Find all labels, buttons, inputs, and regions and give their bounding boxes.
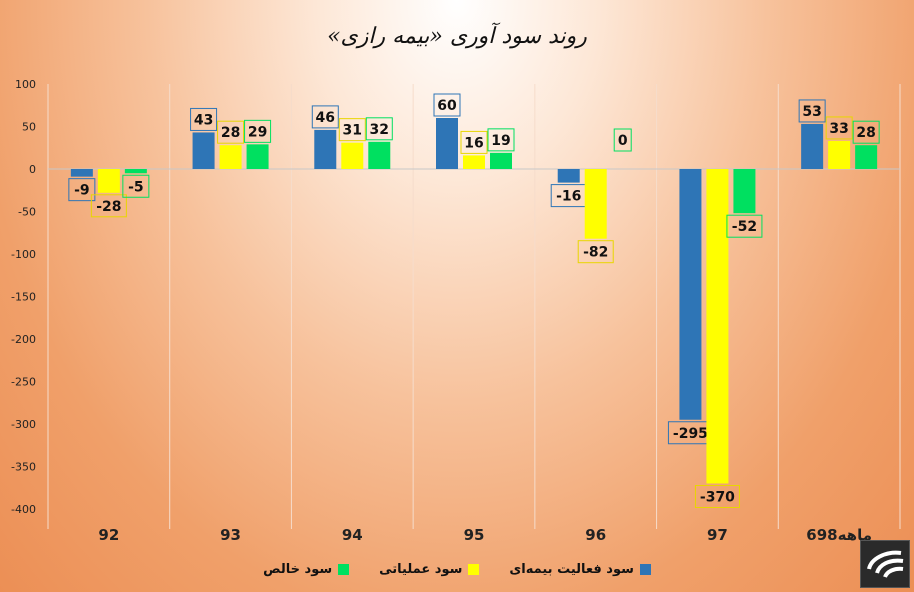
bar (733, 169, 756, 214)
data-label-box (577, 240, 614, 264)
data-label: 43 (194, 112, 213, 128)
data-label: 46 (316, 110, 335, 126)
data-label: 28 (856, 125, 875, 141)
data-label: 16 (464, 135, 483, 151)
x-tick-label: 6ماهه98 (806, 526, 872, 544)
legend-swatch (338, 564, 350, 575)
data-label-box (244, 119, 272, 143)
data-label-box (825, 116, 853, 140)
bar (706, 169, 729, 484)
bar (314, 129, 337, 169)
data-label-box (217, 120, 245, 144)
y-tick-label: 50 (22, 121, 36, 134)
data-label: 0 (618, 133, 628, 149)
legend-label: سود خالص (263, 562, 333, 577)
data-label: 28 (221, 125, 240, 141)
data-label-box (433, 93, 461, 117)
y-tick-label: -250 (11, 376, 36, 389)
data-label: -9 (74, 183, 90, 199)
legend-swatch (639, 564, 651, 575)
bar (584, 169, 607, 239)
bar (801, 123, 824, 169)
data-label: 32 (370, 122, 389, 138)
data-label-box (487, 128, 515, 152)
bar (436, 118, 458, 169)
bar (828, 140, 851, 169)
data-label: -370 (700, 490, 735, 506)
y-tick-label: -400 (11, 503, 36, 516)
y-tick-label: 0 (29, 163, 36, 176)
data-label: 60 (437, 98, 457, 114)
bar (97, 169, 120, 193)
legend: سود فعالیت بیمه‌ای سود عملیاتی سود خالص (0, 562, 914, 577)
x-tick-label: 97 (707, 526, 728, 544)
bar (124, 169, 147, 174)
y-tick-label: -100 (11, 248, 36, 261)
data-label-box (122, 174, 150, 198)
data-label: -28 (96, 199, 121, 215)
data-label-box (190, 107, 218, 131)
bar (855, 145, 878, 169)
x-tick-label: 96 (585, 526, 606, 544)
y-tick-label: -350 (11, 461, 36, 474)
data-label: 33 (829, 121, 848, 137)
legend-item: سود خالص (263, 562, 350, 577)
legend-label: سود عملیاتی (379, 562, 463, 577)
x-tick-label: 95 (464, 526, 485, 544)
bar (368, 141, 391, 169)
data-label: 19 (491, 133, 510, 149)
data-label: -52 (732, 219, 757, 235)
data-label: 29 (248, 124, 267, 140)
data-label: -295 (673, 426, 708, 442)
bar (557, 169, 580, 183)
y-tick-label: -150 (11, 291, 36, 304)
bar (463, 155, 485, 169)
data-label-box (694, 485, 740, 508)
y-tick-label: -300 (11, 418, 36, 431)
legend-item: سود عملیاتی (379, 562, 480, 577)
data-label-box (90, 194, 127, 218)
data-label-box (613, 128, 632, 152)
data-label-box (798, 99, 826, 123)
x-tick-label: 92 (98, 526, 119, 544)
x-tick-label: 94 (342, 526, 363, 544)
bar (70, 169, 93, 177)
data-label-box (726, 214, 763, 238)
bar (219, 145, 242, 169)
data-label-box (460, 130, 488, 154)
legend-item: سود فعالیت بیمه‌ای (509, 562, 651, 577)
legend-swatch (468, 564, 480, 575)
data-label-box (338, 118, 366, 142)
x-tick-label: 93 (220, 526, 241, 544)
data-label: -82 (583, 245, 608, 261)
bar (341, 142, 364, 169)
bar (679, 169, 702, 420)
data-label: 53 (802, 104, 821, 120)
brand-logo (860, 540, 910, 588)
bar (490, 152, 512, 169)
data-label-box (68, 178, 96, 202)
data-label-box (365, 117, 393, 141)
data-label-box (311, 105, 339, 129)
y-tick-label: 100 (15, 78, 36, 91)
data-label: -5 (128, 179, 144, 195)
bar (246, 144, 269, 169)
bar (192, 132, 215, 169)
y-tick-label: -200 (11, 333, 36, 346)
data-label: 31 (343, 123, 362, 139)
data-label-box (852, 120, 880, 144)
y-tick-label: -50 (18, 206, 36, 219)
data-label: -16 (556, 189, 581, 205)
chart-title: روند سود آوری «بیمه رازی» (327, 24, 587, 49)
legend-label: سود فعالیت بیمه‌ای (509, 562, 634, 577)
